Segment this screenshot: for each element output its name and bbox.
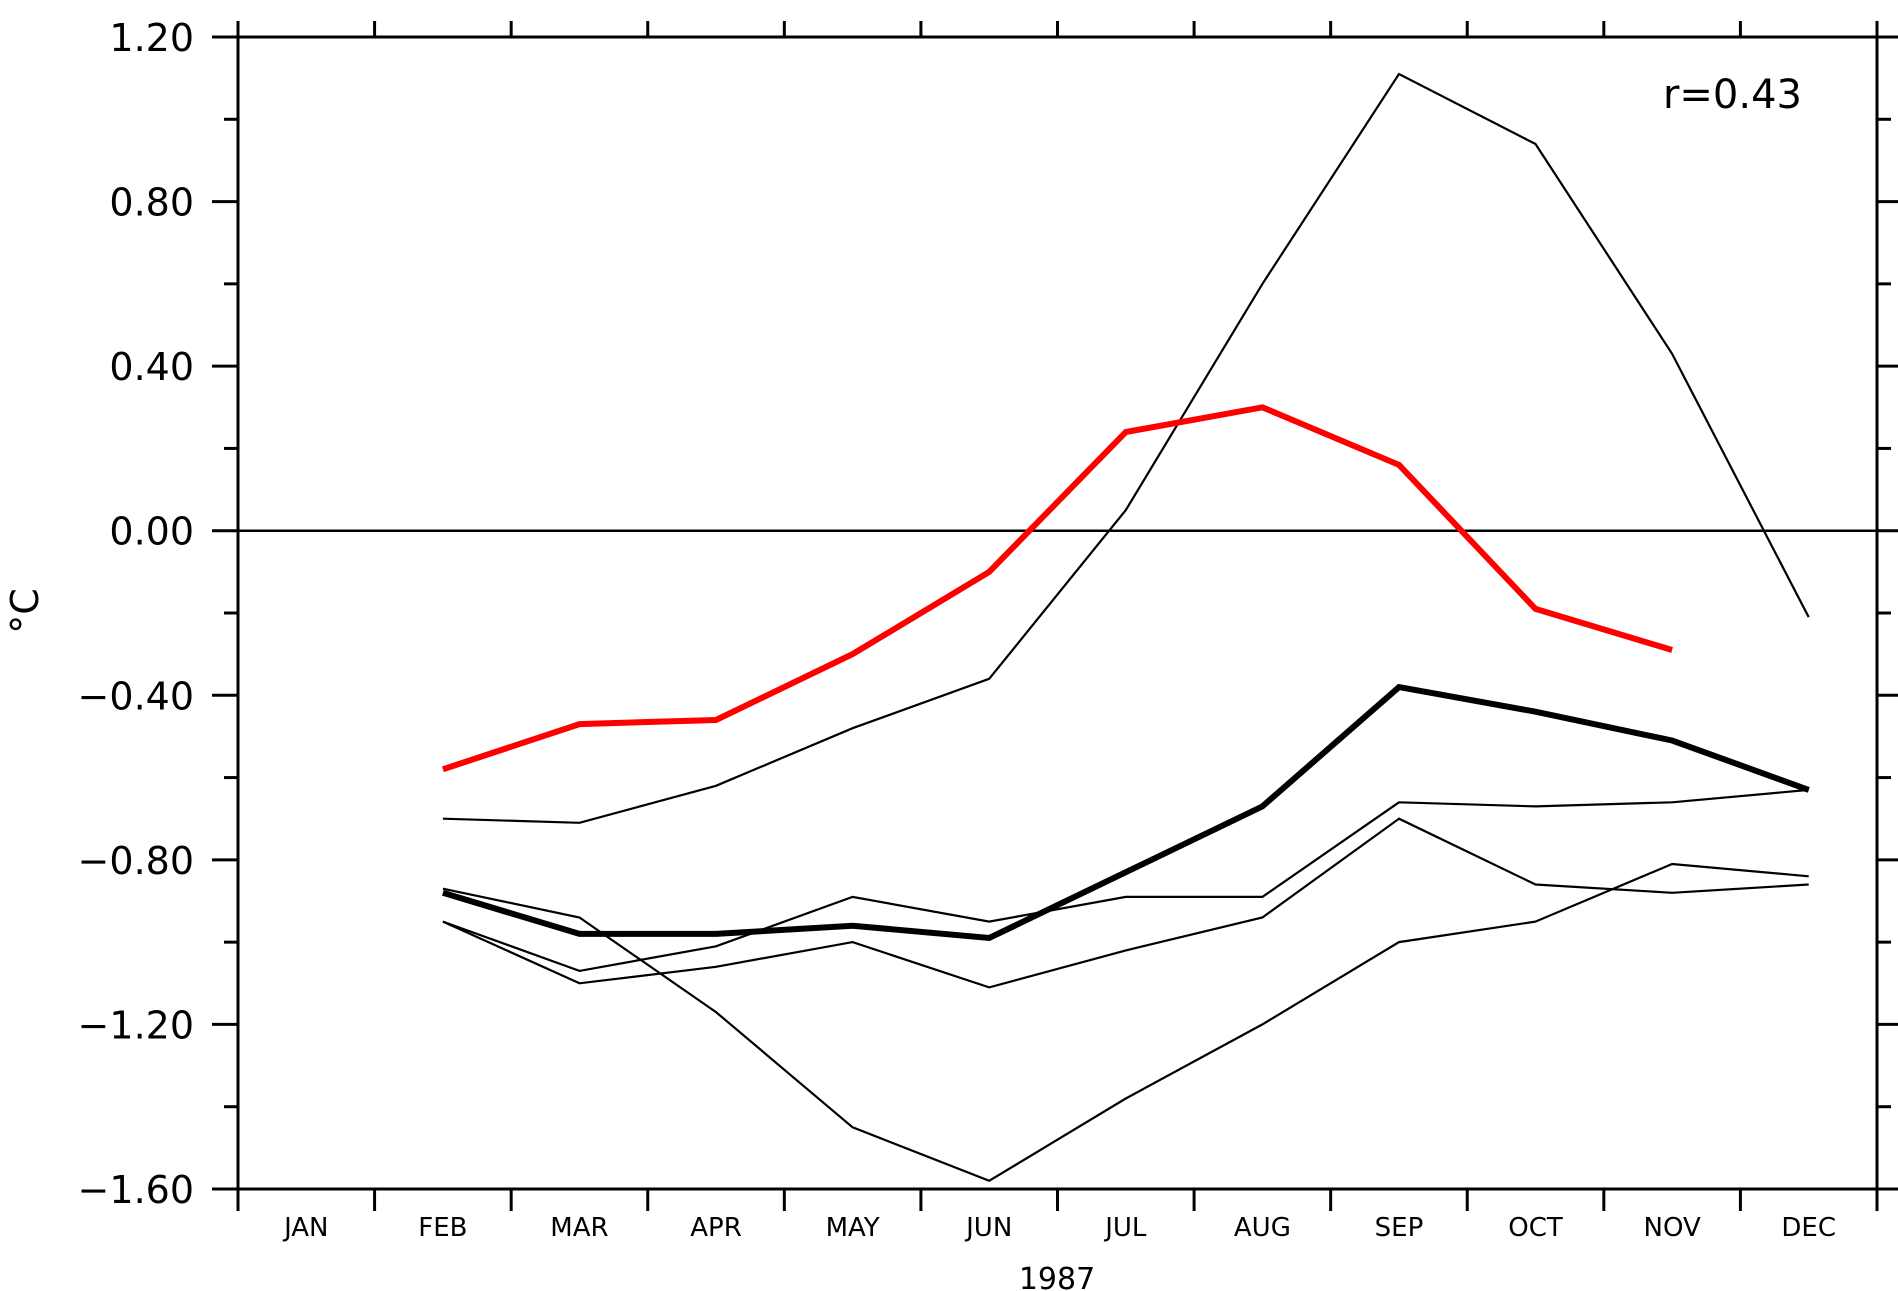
y-tick-label: 1.20 xyxy=(109,16,194,60)
correlation-annotation: r=0.43 xyxy=(1663,72,1802,118)
y-tick-label: −0.40 xyxy=(78,674,194,718)
labels-layer: r=0.43 1987 °C xyxy=(3,72,1802,1291)
x-tick-label: NOV xyxy=(1644,1213,1701,1243)
x-tick-label: APR xyxy=(690,1213,742,1243)
series-line-5 xyxy=(442,788,1809,973)
x-tick-label: DEC xyxy=(1781,1213,1836,1243)
x-tick-label: FEB xyxy=(418,1213,467,1243)
series-layer xyxy=(441,72,1810,1183)
x-tick-label: JUL xyxy=(1103,1213,1147,1243)
y-tick-label: −1.20 xyxy=(78,1003,194,1047)
axes-layer: 1.20 0.80 0.40 0.00 −0.40 −0.80 −1.20 −1.60 JAN F… xyxy=(78,16,1898,1243)
x-tick-label: SEP xyxy=(1375,1213,1424,1243)
x-axis-label: 1987 xyxy=(1019,1262,1095,1291)
x-tick-label: JUN xyxy=(964,1213,1012,1243)
y-tick-label: 0.40 xyxy=(109,345,194,389)
x-tick-label: OCT xyxy=(1508,1213,1563,1243)
series-line-4 xyxy=(442,862,1809,1183)
y-tick-label: −0.80 xyxy=(78,839,194,883)
series-line-3 xyxy=(442,72,1810,824)
y-tick-label: 0.80 xyxy=(109,181,194,225)
x-tick-label: AUG xyxy=(1234,1213,1291,1243)
y-tick-label: −1.60 xyxy=(78,1168,194,1212)
series-line-1 xyxy=(441,404,1673,773)
series-line-2 xyxy=(442,683,1810,942)
x-tick-label: MAY xyxy=(826,1213,880,1243)
y-tick-label: 0.00 xyxy=(109,510,194,554)
y-axis-label: °C xyxy=(3,588,47,634)
series-line-6 xyxy=(442,817,1809,989)
x-tick-label: MAR xyxy=(550,1213,608,1243)
x-tick-label: JAN xyxy=(282,1213,328,1243)
